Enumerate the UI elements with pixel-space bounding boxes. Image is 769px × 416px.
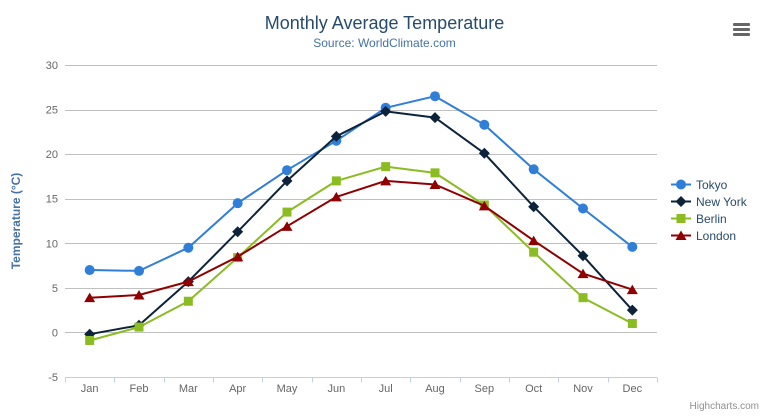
series-line-berlin xyxy=(88,165,634,342)
y-tick-label: 25 xyxy=(46,105,58,117)
series-new-york xyxy=(84,105,638,340)
data-point-new-york xyxy=(626,304,638,316)
data-point-new-york xyxy=(429,112,441,124)
legend-label: New York xyxy=(696,194,747,209)
data-point-berlin xyxy=(282,207,292,217)
data-point-berlin xyxy=(627,319,637,329)
diamond-marker-icon xyxy=(671,196,691,207)
chart-title: Monthly Average Temperature xyxy=(264,13,505,33)
data-point-tokyo xyxy=(578,203,588,214)
data-point-berlin xyxy=(430,168,440,178)
data-point-london xyxy=(281,221,293,231)
triangle-marker-icon xyxy=(671,230,691,240)
data-point-london xyxy=(380,175,392,186)
x-tick-label: Mar xyxy=(179,383,198,395)
credits-link[interactable]: Highcharts.com xyxy=(689,401,759,412)
data-point-london xyxy=(182,276,194,287)
data-point-berlin xyxy=(529,247,539,257)
data-point-london xyxy=(330,191,342,202)
data-point-berlin xyxy=(331,176,341,186)
export-menu-icon[interactable] xyxy=(731,21,754,38)
legend-symbol xyxy=(676,214,686,223)
chart-subtitle: Source: WorldClimate.com xyxy=(313,36,456,50)
y-tick-label: 15 xyxy=(46,194,58,206)
x-tick-label: Oct xyxy=(525,383,542,395)
data-point-london xyxy=(478,200,490,211)
data-point-tokyo xyxy=(627,241,638,252)
data-point-new-york xyxy=(281,175,293,187)
series-london xyxy=(84,175,638,303)
series-line-london xyxy=(88,179,634,299)
data-point-berlin xyxy=(85,335,95,345)
x-tick-label: Sep xyxy=(475,383,495,395)
legend-label: Berlin xyxy=(696,211,727,226)
data-point-new-york xyxy=(330,130,342,142)
x-tick-label: Aug xyxy=(425,383,445,395)
data-point-new-york xyxy=(478,147,490,159)
burger-bar xyxy=(733,33,750,36)
y-tick-label: 0 xyxy=(52,327,58,339)
legend-symbol xyxy=(675,230,687,240)
legend-symbol xyxy=(675,196,687,207)
series-line-tokyo xyxy=(88,95,634,272)
legend-item-berlin[interactable]: Berlin xyxy=(671,210,747,227)
x-tick-label: Jun xyxy=(327,383,345,395)
burger-bar xyxy=(733,28,750,31)
y-tick-label: 30 xyxy=(46,60,58,72)
data-point-tokyo xyxy=(528,164,539,175)
burger-bar xyxy=(733,23,750,26)
data-point-new-york xyxy=(528,201,540,213)
data-point-new-york xyxy=(380,105,392,117)
x-tick-label: Jan xyxy=(81,383,99,395)
data-point-tokyo xyxy=(232,198,243,209)
data-point-london xyxy=(626,284,638,295)
y-tick-label: 20 xyxy=(46,149,58,161)
data-point-london xyxy=(577,268,589,279)
y-tick-label: -5 xyxy=(48,372,58,384)
data-point-london xyxy=(84,292,96,303)
y-tick-label: 5 xyxy=(52,283,58,295)
data-point-tokyo xyxy=(479,119,490,130)
x-tick-label: Jul xyxy=(379,383,393,395)
y-tick-label: 10 xyxy=(46,238,58,250)
data-point-london xyxy=(133,289,145,300)
x-tick-label: Feb xyxy=(130,383,149,395)
data-point-tokyo xyxy=(84,265,95,276)
data-point-london xyxy=(429,179,441,189)
data-point-berlin xyxy=(578,293,588,303)
data-point-new-york xyxy=(232,226,244,238)
legend-item-new-york[interactable]: New York xyxy=(671,193,747,210)
circle-marker-icon xyxy=(671,179,691,190)
data-point-berlin xyxy=(183,296,193,306)
data-point-tokyo xyxy=(134,265,144,276)
x-tick-label: Dec xyxy=(623,383,643,395)
legend-item-tokyo[interactable]: Tokyo xyxy=(671,176,747,193)
y-axis-title: Temperature (°C) xyxy=(9,173,23,270)
data-point-tokyo xyxy=(183,242,194,253)
legend-item-london[interactable]: London xyxy=(671,227,747,244)
data-point-tokyo xyxy=(430,91,440,102)
data-point-berlin xyxy=(381,162,391,172)
data-point-london xyxy=(528,235,540,246)
data-point-new-york xyxy=(577,250,589,262)
x-tick-label: Nov xyxy=(573,383,593,395)
data-point-tokyo xyxy=(282,165,292,176)
legend-label: London xyxy=(696,228,737,243)
series-line-new-york xyxy=(88,110,634,336)
data-point-berlin xyxy=(134,322,144,332)
legend-symbol xyxy=(676,179,686,190)
square-marker-icon xyxy=(671,214,691,223)
series-tokyo xyxy=(84,91,638,276)
x-tick-label: May xyxy=(277,383,298,395)
x-tick-label: Apr xyxy=(229,383,246,395)
legend-label: Tokyo xyxy=(696,177,728,192)
legend: Tokyo New York Berlin London xyxy=(671,176,747,244)
data-point-london xyxy=(232,251,244,262)
